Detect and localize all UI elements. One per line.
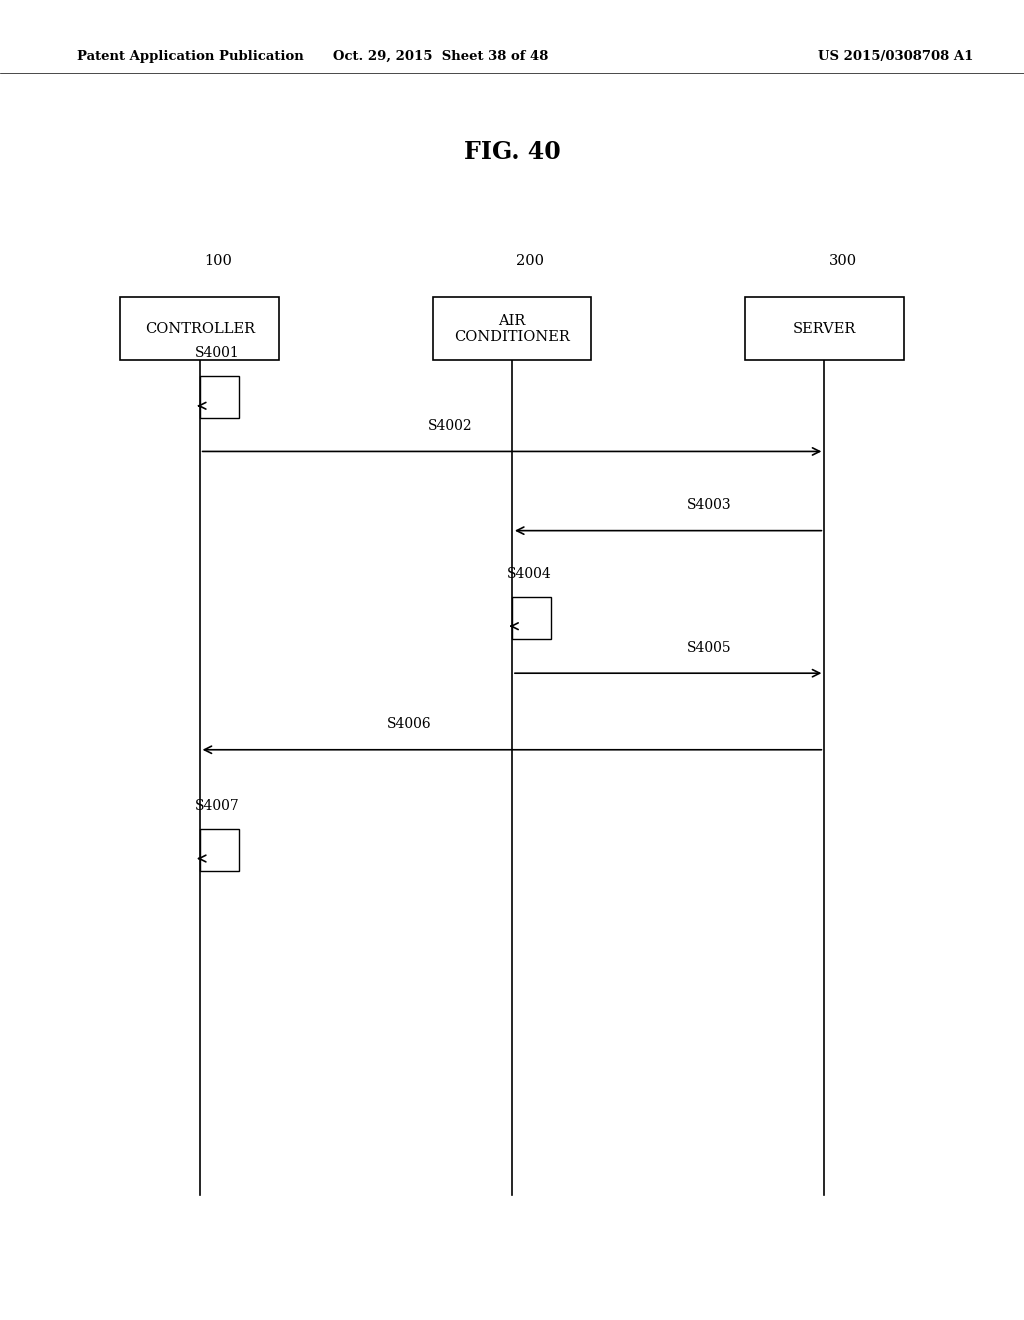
Text: S4005: S4005 [687,640,731,655]
Text: Oct. 29, 2015  Sheet 38 of 48: Oct. 29, 2015 Sheet 38 of 48 [333,50,548,63]
Text: 100: 100 [204,253,232,268]
Bar [745,297,904,360]
Text: AIR
CONDITIONER: AIR CONDITIONER [454,314,570,343]
Text: S4007: S4007 [195,799,240,813]
Text: FIG. 40: FIG. 40 [464,140,560,164]
Text: CONTROLLER: CONTROLLER [144,322,255,335]
Bar [121,297,279,360]
Bar [512,597,551,639]
Text: 200: 200 [516,253,545,268]
Text: S4004: S4004 [507,566,552,581]
Text: S4003: S4003 [687,498,731,512]
Text: S4002: S4002 [428,418,473,433]
Text: US 2015/0308708 A1: US 2015/0308708 A1 [818,50,974,63]
Text: Patent Application Publication: Patent Application Publication [77,50,303,63]
Text: S4001: S4001 [195,346,240,360]
Bar [432,297,592,360]
Text: SERVER: SERVER [793,322,856,335]
Bar [200,829,239,871]
Text: S4006: S4006 [387,717,432,731]
Bar [200,376,239,418]
Text: 300: 300 [828,253,857,268]
